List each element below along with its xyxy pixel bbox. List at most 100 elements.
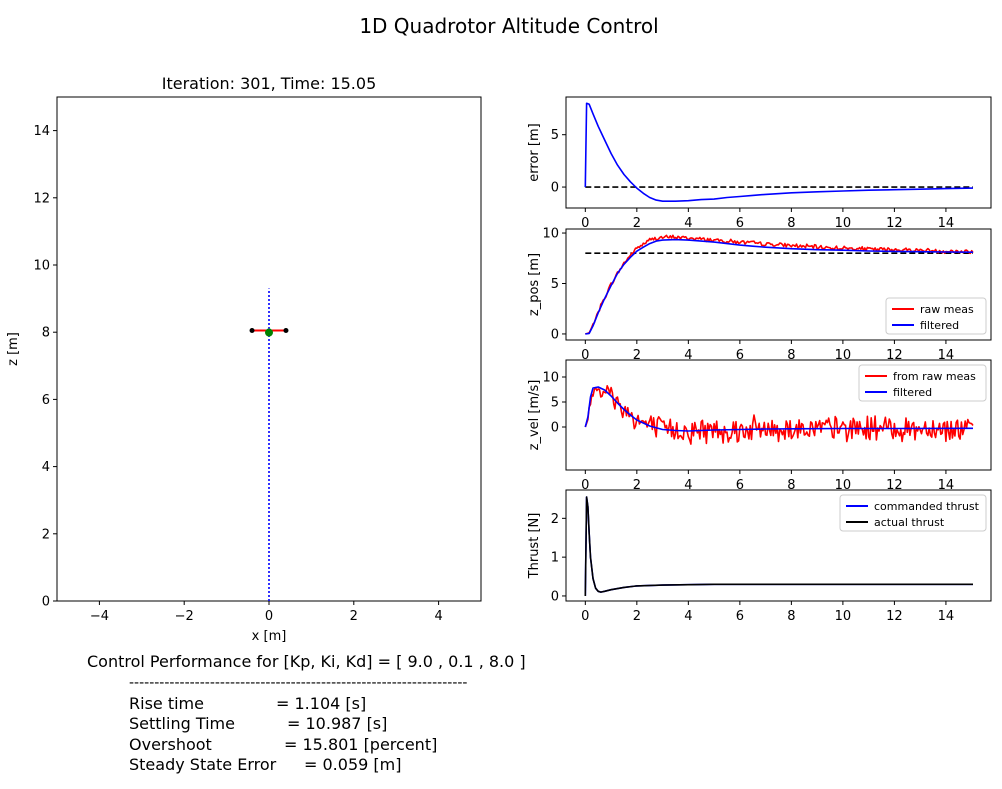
x-tick-label: 12 (886, 609, 903, 624)
y-axis-label: error [m] (527, 123, 542, 181)
x-tick-label: 10 (835, 478, 852, 493)
x-tick-label: −4 (90, 609, 109, 624)
legend: from raw meas filtered (858, 364, 987, 402)
x-tick-label: 8 (787, 478, 795, 493)
x-tick-label: 0 (581, 478, 589, 493)
performance-header: Control Performance for [Kp, Ki, Kd] = [… (87, 652, 526, 671)
overshoot-value: = 15.801 [percent] (284, 735, 438, 754)
axes-frame (565, 96, 992, 209)
x-tick-label: 2 (633, 216, 641, 231)
legend-entry: commanded thrust (874, 500, 980, 513)
quadrotor-right-motor (283, 328, 289, 334)
x-tick-label: 0 (581, 609, 589, 624)
x-tick-label: 12 (886, 478, 903, 493)
performance-summary: Control Performance for [Kp, Ki, Kd] = [… (0, 650, 1002, 789)
x-tick-label: 2 (633, 609, 641, 624)
plot-area (584, 496, 973, 597)
legend-entry: actual thrust (874, 516, 945, 529)
y-tick-label: 14 (33, 124, 50, 139)
x-tick-label: 6 (736, 609, 744, 624)
overshoot-label: Overshoot (129, 735, 212, 754)
x-tick-label: 14 (938, 348, 955, 363)
y-tick-label: 2 (551, 512, 559, 527)
x-tick-label: 0 (265, 609, 273, 624)
figure-canvas: 1D Quadrotor Altitude Control −4 −2 0 2 4 0 2 4… (6, 14, 992, 644)
y-tick-label: 10 (542, 371, 559, 386)
x-tick-label: 14 (938, 478, 955, 493)
x-tick-label: 0 (581, 348, 589, 363)
y-tick-label: 0 (551, 421, 559, 436)
x-tick-label: 2 (350, 609, 358, 624)
y-tick-label: 8 (42, 326, 50, 341)
axes-frame (565, 489, 992, 602)
steady-state-error-value: = 0.059 [m] (304, 755, 402, 774)
y-tick-label: 0 (42, 595, 50, 610)
x-tick-label: 12 (886, 216, 903, 231)
legend-entry: filtered (920, 319, 959, 332)
x-tick-label: 8 (787, 609, 795, 624)
series-line (584, 102, 974, 202)
y-tick-label: 1 (551, 551, 559, 566)
y-tick-label: 12 (33, 191, 50, 206)
x-tick-label: 0 (581, 216, 589, 231)
x-tick-label: 4 (684, 609, 692, 624)
y-tick-label: 0 (551, 327, 559, 342)
plot-area (584, 385, 974, 445)
steady-state-error-label: Steady State Error (129, 755, 277, 774)
x-tick-label: 14 (938, 609, 955, 624)
settling-time-value: = 10.987 [s] (287, 714, 388, 733)
legend-entry: from raw meas (893, 370, 976, 383)
filtered-line (585, 238, 974, 335)
legend-entry: raw meas (920, 303, 974, 316)
x-tick-label: −2 (175, 609, 194, 624)
settling-time-label: Settling Time (129, 714, 235, 733)
x-tick-label: 6 (736, 216, 744, 231)
from-raw-meas-line (584, 385, 974, 445)
y-tick-label: 10 (542, 227, 559, 242)
animation-axes: −4 −2 0 2 4 0 2 4 6 8 10 12 14 z [m] x [m] Iteration: 3… (6, 74, 482, 644)
legend-frame (839, 494, 987, 532)
x-tick-label: 6 (736, 478, 744, 493)
x-tick-label: 4 (684, 348, 692, 363)
quadrotor-left-motor (249, 328, 255, 334)
figure-title: 1D Quadrotor Altitude Control (359, 14, 658, 38)
y-tick-label: 6 (42, 393, 50, 408)
x-tick-label: 8 (787, 216, 795, 231)
legend-frame (858, 364, 987, 402)
error-axes: 0 2 4 6 8 10 12 14 0 5 error [m] (527, 96, 992, 231)
y-tick-label: 10 (33, 259, 50, 274)
legend: commanded thrust actual thrust (839, 494, 987, 532)
y-tick-label: 4 (42, 460, 50, 475)
x-tick-label: 14 (938, 216, 955, 231)
x-axis-label: x [m] (252, 629, 287, 644)
axes-frame (565, 228, 992, 341)
y-axis-label: z [m] (6, 332, 21, 366)
plot-area (585, 234, 974, 335)
rise-time-label: Rise time (129, 694, 204, 713)
actual-thrust-line (584, 496, 973, 597)
y-tick-label: 5 (551, 396, 559, 411)
plot-area (584, 102, 974, 202)
x-tick-label: 12 (886, 348, 903, 363)
x-tick-label: 4 (684, 216, 692, 231)
y-tick-label: 5 (551, 277, 559, 292)
y-axis-label: z_vel [m/s] (527, 380, 542, 451)
x-tick-label: 2 (633, 348, 641, 363)
x-tick-label: 10 (835, 216, 852, 231)
legend: raw meas filtered (885, 297, 987, 335)
filtered-line (584, 386, 974, 432)
y-tick-label: 0 (551, 181, 559, 196)
x-tick-label: 4 (684, 478, 692, 493)
x-tick-label: 2 (633, 478, 641, 493)
x-tick-label: 4 (434, 609, 442, 624)
y-tick-label: 2 (42, 527, 50, 542)
x-tick-label: 6 (736, 348, 744, 363)
x-tick-label: 10 (835, 609, 852, 624)
y-tick-label: 0 (551, 589, 559, 604)
rise-time-value: = 1.104 [s] (276, 694, 367, 713)
performance-separator: ----------------------------------------… (129, 675, 468, 691)
axes-title: Iteration: 301, Time: 15.05 (162, 74, 377, 93)
raw-meas-line (585, 234, 974, 335)
